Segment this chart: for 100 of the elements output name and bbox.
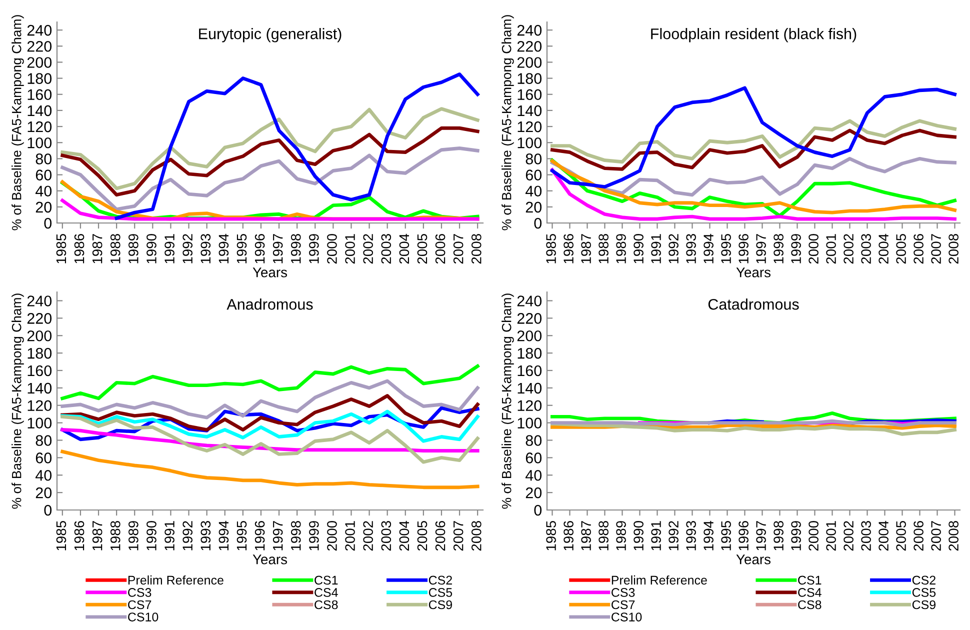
x-tick-label: 2002 [363,521,374,551]
legend-label: Prelim Reference [612,575,707,585]
legend-label: CS3 [612,588,635,597]
x-tick-label: 1989 [128,234,138,264]
x-tick-label: 1986 [564,234,574,264]
y-tick-label: 0 [44,504,52,516]
x-tick-label: 1988 [110,234,120,264]
x-tick-label: 1995 [721,520,731,550]
x-tick-label: 2007 [931,234,941,264]
legend-label: CS10 [128,612,158,622]
y-tick-label: 240 [517,296,542,306]
y-tick-label: 140 [28,382,52,394]
y-tick-label: 160 [28,89,52,100]
chart-title: Catadromous [708,298,799,310]
x-tick-label: 1988 [598,521,608,550]
x-tick-label: 2001 [826,521,836,551]
y-tick-label: 0 [534,504,542,516]
x-tick-label: 1985 [546,234,556,264]
x-tick-label: 1993 [200,521,211,550]
x-tick-label: 1995 [236,520,247,550]
x-tick-label: 2005 [417,234,428,264]
y-tick-label: 180 [28,348,52,359]
y-tick-label: 60 [36,452,52,464]
x-tick-label: 1993 [686,234,696,264]
legend-label: CS7 [612,600,635,610]
y-tick-label: 140 [518,105,542,116]
legend-label: CS4 [798,588,822,597]
y-tick-label: 120 [28,121,52,132]
y-tick-label: 160 [518,365,542,376]
x-tick-label: 1985 [56,520,66,550]
y-tick-label: 40 [526,186,542,197]
x-tick-label: 2002 [363,234,374,264]
y-tick-label: 120 [518,400,542,412]
x-tick-label: 1997 [756,234,766,264]
x-tick-label: 2006 [914,234,924,264]
x-tick-label: 2006 [914,521,924,551]
y-tick-label: 200 [27,330,52,342]
x-tick-label: 1991 [651,521,661,550]
x-tick-label: 2003 [861,234,871,264]
x-tick-label: 2000 [808,520,818,551]
y-tick-label: 200 [517,57,542,68]
line-series [114,72,480,220]
y-tick-label: 220 [517,313,542,324]
x-tick-label: 1996 [254,521,265,550]
x-tick-label: 1988 [598,234,608,264]
x-tick-label: 1988 [110,521,120,550]
legend-label: CS2 [912,576,936,585]
x-tick-label: 2004 [878,234,888,264]
x-tick-label: 1987 [581,234,591,264]
x-tick-label: 2001 [826,234,836,264]
y-tick-label: 140 [518,382,542,394]
chart-title: Floodplain resident (black fish) [651,28,856,42]
x-tick-label: 1991 [164,234,174,264]
y-tick-label: 20 [526,202,542,213]
x-tick-label: 1998 [290,234,301,264]
y-tick-label: 220 [517,40,542,52]
x-tick-label: 1998 [290,521,301,550]
y-tick-label: 240 [27,24,52,36]
x-tick-label: 1987 [581,521,591,550]
x-tick-label: 2003 [381,234,392,264]
y-axis-title: % of Baseline (FA5-Kampong Cham) [502,15,514,230]
x-tick-label: 2007 [453,234,464,264]
line-series [550,128,956,171]
y-axis-title: % of Baseline (FA5-Kampong Cham) [12,15,24,230]
y-tick-label: 220 [27,40,52,52]
x-tick-label: 1998 [774,234,784,264]
line-series [550,422,956,436]
y-tick-label: 0 [534,218,542,229]
line-series [60,146,480,212]
x-axis-title: Years [252,268,288,278]
y-tick-label: 180 [518,348,542,359]
x-tick-label: 1985 [56,234,66,264]
y-axis-title: % of Baseline (FA5-Kampong Cham) [12,294,24,509]
y-tick-label: 180 [28,73,52,84]
x-tick-label: 2005 [896,234,906,264]
x-tick-label: 1991 [164,521,174,550]
x-tick-label: 1994 [704,234,714,264]
legend-label: CS3 [128,588,152,597]
y-axis-title: % of Baseline (FA5-Kampong Cham) [502,294,514,509]
y-tick-label: 240 [27,296,52,306]
x-tick-label: 1994 [704,520,714,550]
x-axis-title: Years [736,268,771,278]
x-tick-label: 2002 [844,521,854,551]
x-tick-label: 1992 [668,234,678,264]
legend-label: CS2 [428,576,452,585]
line-series [60,414,480,464]
x-tick-label: 2002 [844,234,854,264]
y-tick-label: 100 [518,137,542,148]
y-tick-label: 160 [28,365,52,376]
legend-label: CS1 [314,576,338,585]
y-tick-label: 80 [526,435,542,446]
x-tick-label: 2008 [948,234,958,264]
legend-label: CS7 [128,600,152,610]
x-tick-label: 2006 [435,521,446,551]
x-tick-label: 1986 [74,234,84,264]
y-tick-label: 20 [36,487,52,498]
y-tick-label: 80 [36,435,52,446]
legend-label: CS5 [912,588,936,597]
legend-label: CS9 [428,600,452,610]
x-tick-label: 1990 [634,234,644,264]
